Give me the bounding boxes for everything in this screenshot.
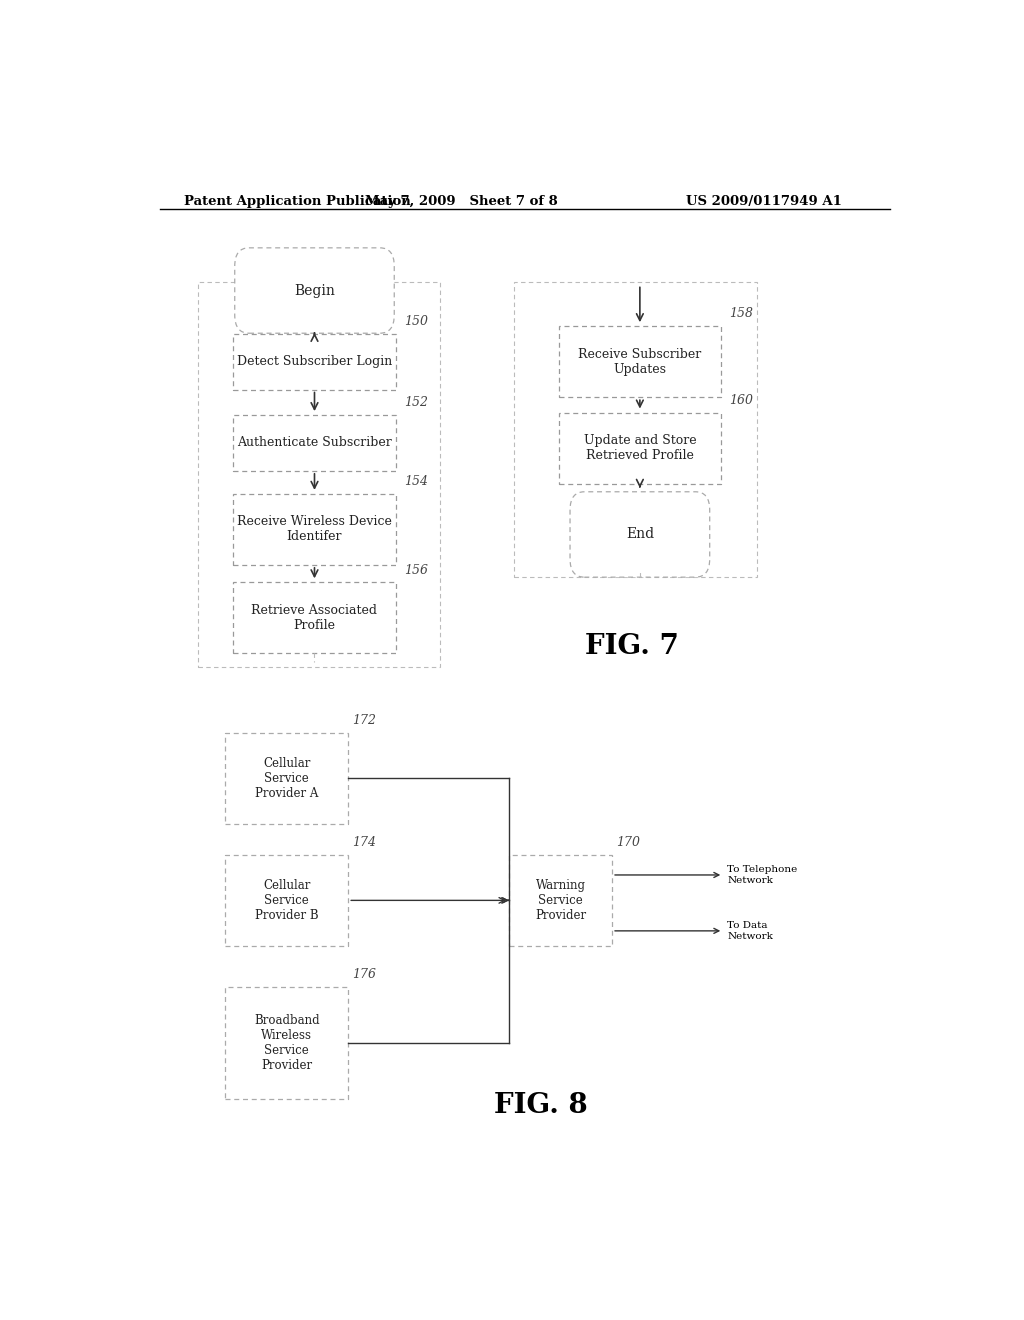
Text: May 7, 2009   Sheet 7 of 8: May 7, 2009 Sheet 7 of 8 — [365, 194, 558, 207]
FancyBboxPatch shape — [234, 248, 394, 333]
Bar — [233, 334, 396, 389]
Text: Cellular
Service
Provider A: Cellular Service Provider A — [255, 756, 318, 800]
Bar — [233, 414, 396, 471]
Text: Update and Store
Retrieved Profile: Update and Store Retrieved Profile — [584, 434, 696, 462]
Bar — [225, 987, 348, 1098]
Text: End: End — [626, 528, 654, 541]
Text: To Telephone
Network: To Telephone Network — [727, 866, 798, 884]
Text: 172: 172 — [352, 714, 376, 727]
Text: To Data
Network: To Data Network — [727, 921, 773, 941]
Text: 158: 158 — [729, 308, 754, 321]
Bar — [558, 326, 721, 397]
Text: Cellular
Service
Provider B: Cellular Service Provider B — [255, 879, 318, 921]
FancyBboxPatch shape — [570, 492, 710, 577]
Bar — [225, 854, 348, 946]
Text: 174: 174 — [352, 836, 376, 849]
Text: 170: 170 — [616, 836, 640, 849]
Bar — [514, 282, 757, 577]
Text: 176: 176 — [352, 968, 376, 981]
Bar — [509, 854, 612, 946]
Bar — [558, 413, 721, 483]
Text: 156: 156 — [403, 564, 428, 577]
Text: 154: 154 — [403, 475, 428, 488]
Bar — [198, 282, 440, 667]
Text: 160: 160 — [729, 393, 754, 407]
Text: 152: 152 — [403, 396, 428, 409]
Text: Begin: Begin — [294, 284, 335, 297]
Text: Patent Application Publication: Patent Application Publication — [183, 194, 411, 207]
Text: Authenticate Subscriber: Authenticate Subscriber — [238, 437, 392, 450]
Text: Broadband
Wireless
Service
Provider: Broadband Wireless Service Provider — [254, 1014, 319, 1072]
Text: FIG. 7: FIG. 7 — [585, 632, 679, 660]
Bar — [233, 582, 396, 653]
Text: Warning
Service
Provider: Warning Service Provider — [535, 879, 586, 921]
Text: FIG. 8: FIG. 8 — [494, 1092, 588, 1119]
Text: US 2009/0117949 A1: US 2009/0117949 A1 — [686, 194, 842, 207]
Text: Receive Subscriber
Updates: Receive Subscriber Updates — [579, 347, 701, 376]
Text: Retrieve Associated
Profile: Retrieve Associated Profile — [252, 603, 378, 632]
Bar — [225, 733, 348, 824]
Bar — [233, 494, 396, 565]
Text: Receive Wireless Device
Identifer: Receive Wireless Device Identifer — [238, 515, 392, 544]
Text: Detect Subscriber Login: Detect Subscriber Login — [237, 355, 392, 368]
Text: 150: 150 — [403, 315, 428, 329]
